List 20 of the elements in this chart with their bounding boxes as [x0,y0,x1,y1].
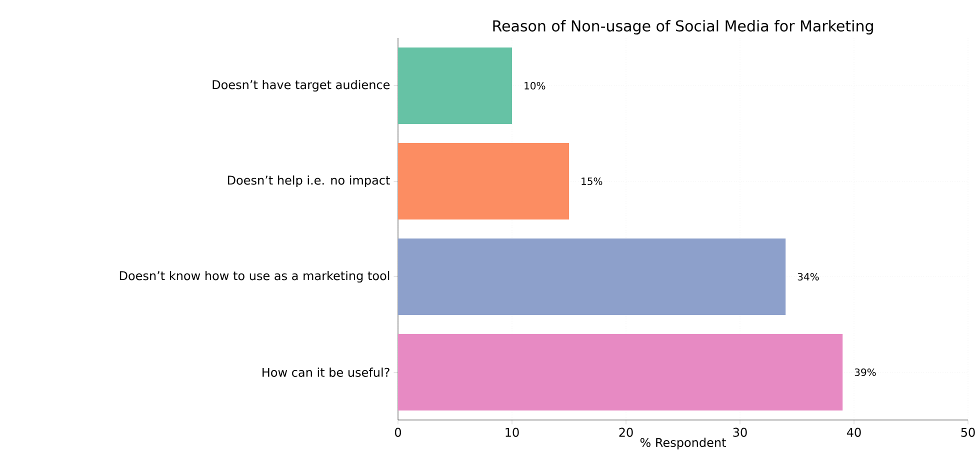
chart-title: Reason of Non-usage of Social Media for Marketing [493,20,873,35]
x-tick-label: 30 [733,428,747,438]
bar [398,143,570,220]
y-tick-label: Doesn’t have target audience [212,80,390,92]
bar [398,48,512,124]
x-tick-label: 10 [506,428,519,438]
y-tick-label: Doesn’t know how to use as a marketing tool [120,271,390,283]
data-label: 10% [524,82,546,90]
x-tick-label: 50 [961,428,975,438]
y-tick-label: Doesn’t help i.e. no impact [228,176,390,188]
x-axis-title: % Respondent [640,438,726,450]
x-tick-label: 0 [394,428,402,438]
data-label: 15% [582,178,602,186]
x-tick-label: 40 [846,428,861,438]
bar [398,334,843,411]
data-label: 39% [854,368,876,376]
data-label: 34% [798,273,819,281]
x-tick-label: 20 [619,428,633,438]
bar [398,238,786,316]
y-tick-label: How can it be useful? [262,368,390,378]
